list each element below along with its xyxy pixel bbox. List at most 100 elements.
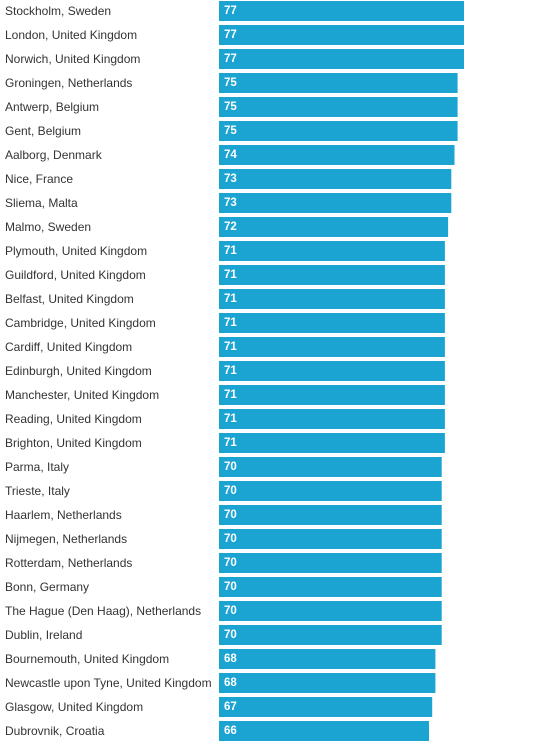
value-label: 70: [224, 509, 237, 521]
category-label: Sliema, Malta: [5, 196, 78, 210]
bar: [219, 145, 455, 165]
category-label: Aalborg, Denmark: [5, 148, 103, 162]
bar-row: Plymouth, United Kingdom 71: [5, 241, 445, 261]
value-label: 70: [224, 581, 237, 593]
bar: [219, 25, 464, 45]
bar-row: Malmo, Sweden 72: [5, 217, 449, 237]
bar: [219, 385, 445, 405]
bar: [219, 481, 442, 501]
value-label: 71: [224, 245, 237, 257]
bar-row: Manchester, United Kingdom 71: [5, 385, 445, 405]
bar: [219, 289, 445, 309]
category-label: Bonn, Germany: [5, 580, 89, 594]
value-label: 70: [224, 533, 237, 545]
category-label: Gent, Belgium: [5, 124, 81, 138]
bar-row: Rotterdam, Netherlands 70: [5, 553, 442, 573]
bar: [219, 169, 452, 189]
bar-row: Haarlem, Netherlands 70: [5, 505, 442, 525]
category-label: London, United Kingdom: [5, 28, 137, 42]
bar-row: Guildford, United Kingdom 71: [5, 265, 445, 285]
value-label: 77: [224, 5, 237, 17]
bar: [219, 577, 442, 597]
bar-row: The Hague (Den Haag), Netherlands 70: [5, 601, 442, 621]
bar-row: Cardiff, United Kingdom 71: [5, 337, 445, 357]
bar: [219, 649, 436, 669]
value-label: 70: [224, 485, 237, 497]
category-label: Guildford, United Kingdom: [5, 268, 146, 282]
bar-row: Edinburgh, United Kingdom 71: [5, 361, 445, 381]
bar-row: Norwich, United Kingdom 77: [5, 49, 464, 69]
bar-row: Bonn, Germany 70: [5, 577, 442, 597]
value-label: 73: [224, 173, 237, 185]
value-label: 75: [224, 125, 237, 137]
value-label: 77: [224, 29, 237, 41]
value-label: 75: [224, 101, 237, 113]
value-label: 71: [224, 317, 237, 329]
category-label: Norwich, United Kingdom: [5, 52, 140, 66]
bar: [219, 193, 452, 213]
bar: [219, 361, 445, 381]
category-label: Brighton, United Kingdom: [5, 436, 142, 450]
category-label: Antwerp, Belgium: [5, 100, 99, 114]
bar: [219, 433, 445, 453]
category-label: Groningen, Netherlands: [5, 76, 132, 90]
value-label: 70: [224, 557, 237, 569]
bar-row: Reading, United Kingdom 71: [5, 409, 445, 429]
bar-row: Dubrovnik, Croatia 66: [5, 721, 429, 741]
category-label: Parma, Italy: [5, 460, 69, 474]
bar-row: Nice, France 73: [5, 169, 452, 189]
bar-row: Nijmegen, Netherlands 70: [5, 529, 442, 549]
bar: [219, 721, 429, 741]
bar-row: Cambridge, United Kingdom 71: [5, 313, 445, 333]
bar-row: Stockholm, Sweden 77: [5, 1, 464, 21]
value-label: 72: [224, 221, 237, 233]
bar-row: Dublin, Ireland 70: [5, 625, 442, 645]
bar-row: Brighton, United Kingdom 71: [5, 433, 445, 453]
category-label: Malmo, Sweden: [5, 220, 91, 234]
category-label: Plymouth, United Kingdom: [5, 244, 147, 258]
bar: [219, 553, 442, 573]
value-label: 73: [224, 197, 237, 209]
bar: [219, 121, 458, 141]
value-label: 71: [224, 389, 237, 401]
category-label: Rotterdam, Netherlands: [5, 556, 132, 570]
category-label: Newcastle upon Tyne, United Kingdom: [5, 676, 212, 690]
bar: [219, 625, 442, 645]
value-label: 70: [224, 605, 237, 617]
category-label: Dubrovnik, Croatia: [5, 724, 105, 738]
category-label: Nijmegen, Netherlands: [5, 532, 127, 546]
bar-row: Bournemouth, United Kingdom 68: [5, 649, 436, 669]
category-label: Manchester, United Kingdom: [5, 388, 159, 402]
category-label: Haarlem, Netherlands: [5, 508, 122, 522]
value-label: 71: [224, 293, 237, 305]
bar: [219, 697, 433, 717]
value-label: 71: [224, 269, 237, 281]
category-label: Glasgow, United Kingdom: [5, 700, 143, 714]
value-label: 75: [224, 77, 237, 89]
bar: [219, 1, 464, 21]
bar: [219, 673, 436, 693]
category-label: Nice, France: [5, 172, 73, 186]
value-label: 71: [224, 437, 237, 449]
bar: [219, 457, 442, 477]
bar-row: Antwerp, Belgium 75: [5, 97, 458, 117]
bar: [219, 49, 464, 69]
value-label: 67: [224, 701, 237, 713]
category-label: Reading, United Kingdom: [5, 412, 142, 426]
category-label: Belfast, United Kingdom: [5, 292, 134, 306]
value-label: 70: [224, 629, 237, 641]
bar: [219, 529, 442, 549]
bar-row: Sliema, Malta 73: [5, 193, 452, 213]
value-label: 71: [224, 341, 237, 353]
bar: [219, 73, 458, 93]
bar-row: Gent, Belgium 75: [5, 121, 458, 141]
category-label: Dublin, Ireland: [5, 628, 82, 642]
bar: [219, 265, 445, 285]
category-label: The Hague (Den Haag), Netherlands: [5, 604, 201, 618]
category-label: Cambridge, United Kingdom: [5, 316, 156, 330]
bar-row: Parma, Italy 70: [5, 457, 442, 477]
value-label: 68: [224, 677, 237, 689]
category-label: Cardiff, United Kingdom: [5, 340, 132, 354]
bar-row: Aalborg, Denmark 74: [5, 145, 455, 165]
